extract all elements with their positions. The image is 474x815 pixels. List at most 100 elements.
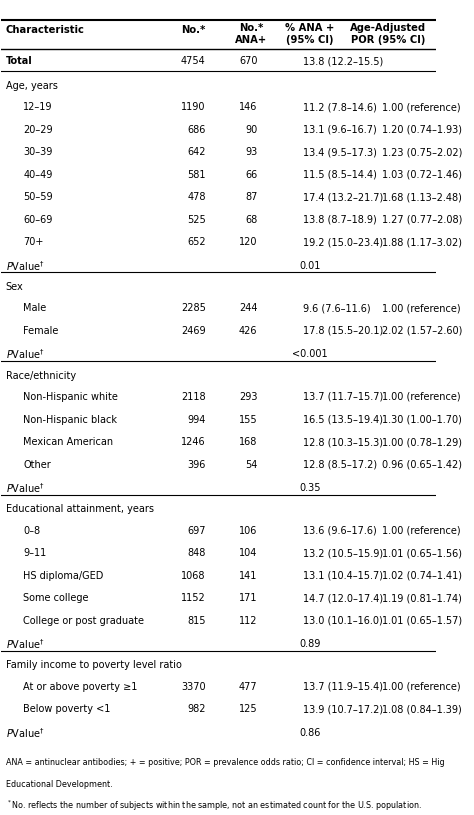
Text: 293: 293 — [239, 392, 257, 402]
Text: Age, years: Age, years — [6, 81, 58, 90]
Text: 0–8: 0–8 — [23, 526, 40, 535]
Text: 1152: 1152 — [181, 593, 206, 603]
Text: 120: 120 — [239, 237, 257, 247]
Text: 17.4 (13.2–21.7): 17.4 (13.2–21.7) — [303, 192, 383, 202]
Text: 1.88 (1.17–3.02): 1.88 (1.17–3.02) — [382, 237, 462, 247]
Text: 1.00 (reference): 1.00 (reference) — [382, 303, 460, 313]
Text: $\it{P}$Value$^†$: $\it{P}$Value$^†$ — [6, 347, 45, 361]
Text: 1.08 (0.84–1.39): 1.08 (0.84–1.39) — [382, 704, 462, 715]
Text: 112: 112 — [239, 616, 257, 626]
Text: No.*: No.* — [239, 23, 264, 33]
Text: 13.7 (11.9–15.4): 13.7 (11.9–15.4) — [303, 682, 383, 692]
Text: 0.96 (0.65–1.42): 0.96 (0.65–1.42) — [382, 460, 462, 469]
Text: 0.89: 0.89 — [300, 639, 321, 650]
Text: 2118: 2118 — [181, 392, 206, 402]
Text: 30–39: 30–39 — [23, 148, 53, 157]
Text: 14.7 (12.0–17.4): 14.7 (12.0–17.4) — [303, 593, 383, 603]
Text: 168: 168 — [239, 437, 257, 447]
Text: At or above poverty ≥1: At or above poverty ≥1 — [23, 682, 137, 692]
Text: 1246: 1246 — [181, 437, 206, 447]
Text: Male: Male — [23, 303, 46, 313]
Text: 11.5 (8.5–14.4): 11.5 (8.5–14.4) — [303, 170, 377, 179]
Text: ANA = antinuclear antibodies; + = positive; POR = prevalence odds ratio; CI = co: ANA = antinuclear antibodies; + = positi… — [6, 759, 444, 768]
Text: 0.86: 0.86 — [300, 728, 321, 738]
Text: $^*$No. reflects the number of subjects within the sample, not an estimated coun: $^*$No. reflects the number of subjects … — [6, 799, 421, 813]
Text: 1.19 (0.81–1.74): 1.19 (0.81–1.74) — [382, 593, 462, 603]
Text: 4754: 4754 — [181, 56, 206, 66]
Text: 2469: 2469 — [181, 326, 206, 336]
Text: 1.27 (0.77–2.08): 1.27 (0.77–2.08) — [382, 214, 462, 225]
Text: 686: 686 — [187, 125, 206, 134]
Text: 106: 106 — [239, 526, 257, 535]
Text: 697: 697 — [187, 526, 206, 535]
Text: 87: 87 — [245, 192, 257, 202]
Text: 1.00 (reference): 1.00 (reference) — [382, 682, 460, 692]
Text: $\it{P}$Value$^†$: $\it{P}$Value$^†$ — [6, 726, 45, 740]
Text: 525: 525 — [187, 214, 206, 225]
Text: 2285: 2285 — [181, 303, 206, 313]
Text: 104: 104 — [239, 548, 257, 558]
Text: HS diploma/GED: HS diploma/GED — [23, 570, 103, 581]
Text: 19.2 (15.0–23.4): 19.2 (15.0–23.4) — [303, 237, 383, 247]
Text: College or post graduate: College or post graduate — [23, 616, 144, 626]
Text: 0.35: 0.35 — [299, 483, 321, 493]
Text: 848: 848 — [187, 548, 206, 558]
Text: 66: 66 — [245, 170, 257, 179]
Text: 1.30 (1.00–1.70): 1.30 (1.00–1.70) — [382, 415, 462, 425]
Text: 13.0 (10.1–16.0): 13.0 (10.1–16.0) — [303, 616, 383, 626]
Text: 1.00 (reference): 1.00 (reference) — [382, 526, 460, 535]
Text: No.*: No.* — [182, 25, 206, 35]
Text: 13.4 (9.5–17.3): 13.4 (9.5–17.3) — [303, 148, 377, 157]
Text: Educational attainment, years: Educational attainment, years — [6, 504, 154, 514]
Text: 478: 478 — [187, 192, 206, 202]
Text: 60–69: 60–69 — [23, 214, 53, 225]
Text: 68: 68 — [245, 214, 257, 225]
Text: 54: 54 — [245, 460, 257, 469]
Text: 12.8 (8.5–17.2): 12.8 (8.5–17.2) — [303, 460, 377, 469]
Text: Family income to poverty level ratio: Family income to poverty level ratio — [6, 660, 182, 671]
Text: 1.01 (0.65–1.57): 1.01 (0.65–1.57) — [382, 616, 462, 626]
Text: Below poverty <1: Below poverty <1 — [23, 704, 110, 715]
Text: Race/ethnicity: Race/ethnicity — [6, 371, 76, 381]
Text: 642: 642 — [187, 148, 206, 157]
Text: 0.01: 0.01 — [300, 261, 321, 271]
Text: 13.8 (12.2–15.5): 13.8 (12.2–15.5) — [303, 56, 383, 66]
Text: 13.8 (8.7–18.9): 13.8 (8.7–18.9) — [303, 214, 377, 225]
Text: Educational Development.: Educational Development. — [6, 780, 112, 789]
Text: 90: 90 — [245, 125, 257, 134]
Text: 1.00 (reference): 1.00 (reference) — [382, 392, 460, 402]
Text: 652: 652 — [187, 237, 206, 247]
Text: 9–11: 9–11 — [23, 548, 46, 558]
Text: 1.02 (0.74–1.41): 1.02 (0.74–1.41) — [382, 570, 462, 581]
Text: 70+: 70+ — [23, 237, 44, 247]
Text: $\it{P}$Value$^†$: $\it{P}$Value$^†$ — [6, 637, 45, 651]
Text: 1068: 1068 — [181, 570, 206, 581]
Text: 1.03 (0.72–1.46): 1.03 (0.72–1.46) — [382, 170, 462, 179]
Text: 13.9 (10.7–17.2): 13.9 (10.7–17.2) — [303, 704, 383, 715]
Text: Non-Hispanic black: Non-Hispanic black — [23, 415, 117, 425]
Text: 477: 477 — [239, 682, 257, 692]
Text: 93: 93 — [245, 148, 257, 157]
Text: 155: 155 — [239, 415, 257, 425]
Text: 13.2 (10.5–15.9): 13.2 (10.5–15.9) — [303, 548, 383, 558]
Text: % ANA +: % ANA + — [285, 23, 335, 33]
Text: 125: 125 — [239, 704, 257, 715]
Text: 9.6 (7.6–11.6): 9.6 (7.6–11.6) — [303, 303, 371, 313]
Text: 426: 426 — [239, 326, 257, 336]
Text: 1.00 (0.78–1.29): 1.00 (0.78–1.29) — [382, 437, 462, 447]
Text: 244: 244 — [239, 303, 257, 313]
Text: 13.1 (9.6–16.7): 13.1 (9.6–16.7) — [303, 125, 377, 134]
Text: 50–59: 50–59 — [23, 192, 53, 202]
Text: Other: Other — [23, 460, 51, 469]
Text: Non-Hispanic white: Non-Hispanic white — [23, 392, 118, 402]
Text: 40–49: 40–49 — [23, 170, 53, 179]
Text: 1.00 (reference): 1.00 (reference) — [382, 102, 460, 112]
Text: 982: 982 — [187, 704, 206, 715]
Text: 20–29: 20–29 — [23, 125, 53, 134]
Text: (95% CI): (95% CI) — [286, 35, 334, 45]
Text: 146: 146 — [239, 102, 257, 112]
Text: 1.01 (0.65–1.56): 1.01 (0.65–1.56) — [382, 548, 462, 558]
Text: 815: 815 — [187, 616, 206, 626]
Text: Total: Total — [6, 56, 33, 66]
Text: Female: Female — [23, 326, 58, 336]
